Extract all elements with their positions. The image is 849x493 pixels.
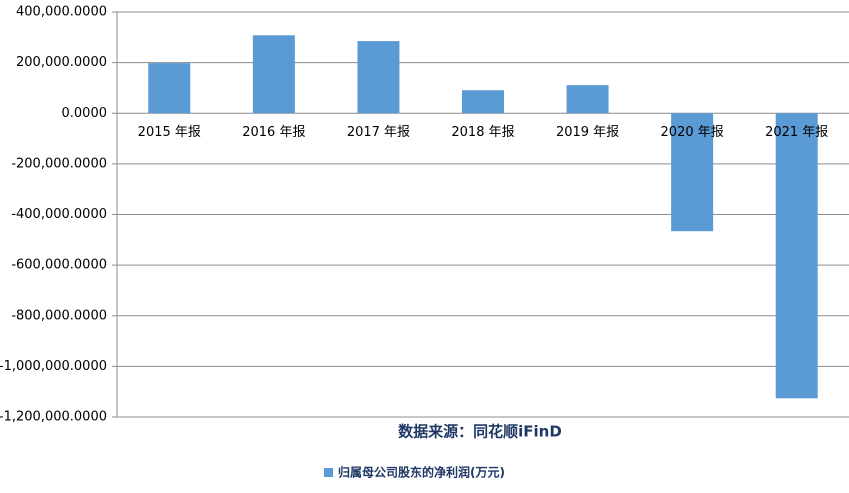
y-tick-label: -600,000.0000 (11, 258, 107, 273)
y-tick-label: -1,200,000.0000 (0, 410, 107, 425)
source-annotation: 数据来源：同花顺iFinD (398, 423, 562, 441)
x-tick-label: 2020 年报 (661, 125, 724, 140)
y-tick-label: -1,000,000.0000 (0, 359, 107, 374)
x-tick-label: 2021 年报 (765, 125, 828, 140)
y-tick-label: -800,000.0000 (11, 308, 107, 323)
x-tick-label: 2017 年报 (347, 125, 410, 140)
x-tick-label: 2016 年报 (242, 125, 305, 140)
bar (357, 41, 400, 114)
bar (566, 85, 609, 114)
legend-swatch (324, 468, 333, 477)
x-tick-label: 2018 年报 (451, 125, 514, 140)
y-tick-label: 200,000.0000 (16, 55, 107, 70)
bar (148, 63, 191, 114)
y-tick-label: -400,000.0000 (11, 207, 107, 222)
bar (462, 90, 504, 114)
y-tick-label: 400,000.0000 (16, 5, 107, 20)
legend-label: 归属母公司股东的净利润(万元) (338, 465, 505, 480)
bar (252, 35, 295, 114)
x-tick-label: 2015 年报 (138, 125, 201, 140)
y-tick-label: 0.0000 (62, 106, 108, 121)
bar (671, 113, 714, 232)
x-tick-label: 2019 年报 (556, 125, 619, 140)
bar (775, 113, 818, 399)
y-tick-label: -200,000.0000 (11, 156, 107, 171)
